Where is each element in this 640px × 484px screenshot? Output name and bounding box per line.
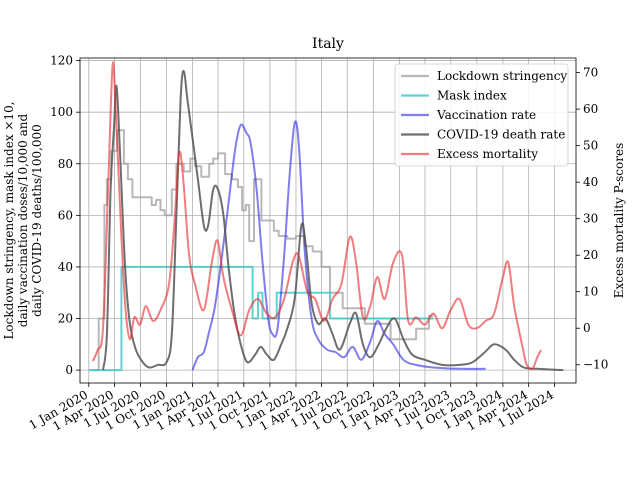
y-tick-label-right: 40 <box>583 175 598 189</box>
y-axis-label-right: Excess mortality P-scores <box>612 143 626 298</box>
y-tick-label-right: 70 <box>583 66 598 80</box>
series-line-covid-19-death-rate <box>102 69 564 372</box>
legend-box <box>394 63 569 167</box>
y-tick-label-right: −10 <box>583 358 608 372</box>
y-tick-label-right: 60 <box>583 102 598 116</box>
chart-title: Italy <box>312 36 344 52</box>
y-tick-label-left: 40 <box>58 260 73 274</box>
y-axis-label-left-line: Lockdown stringency, mask index ×10, <box>2 101 16 339</box>
y-tick-label-left: 20 <box>58 312 73 326</box>
y-tick-label-right: 30 <box>583 212 598 226</box>
y-tick-label-left: 0 <box>65 363 73 377</box>
legend-label: Lockdown stringency <box>437 69 567 83</box>
legend-label: Mask index <box>437 89 507 103</box>
legend-label: COVID-19 death rate <box>437 128 565 142</box>
y-tick-label-right: 50 <box>583 139 598 153</box>
y-axis-left: 0 20 40 60 80 100 120 <box>50 54 80 377</box>
y-tick-label-right: 0 <box>583 321 591 335</box>
y-axis-label-left-line: daily vaccination doses/10,000 and <box>16 114 30 328</box>
series-line-excess-mortality <box>91 61 543 370</box>
series-group <box>88 61 564 372</box>
y-axis-label-left-line: daily COVID-19 deaths/100,000 <box>30 124 44 317</box>
series-line-lockdown-stringency <box>94 129 434 372</box>
y-tick-label-left: 100 <box>50 105 73 119</box>
legend-label: Excess mortality <box>437 147 538 161</box>
y-tick-label-right: 20 <box>583 248 598 262</box>
y-axis-label-left: Lockdown stringency, mask index ×10, dail… <box>2 101 44 339</box>
y-tick-label-left: 60 <box>58 208 73 222</box>
y-tick-label-left: 120 <box>50 54 73 68</box>
plot-frame <box>79 57 577 384</box>
series-line-mask-index <box>88 265 434 372</box>
y-tick-label-left: 80 <box>58 157 73 171</box>
legend-label: Vaccination rate <box>436 108 536 122</box>
legend: Lockdown stringency Mask index Vaccination… <box>394 63 569 167</box>
y-tick-label-right: 10 <box>583 285 598 299</box>
y-axis-right: −10 0 10 20 30 40 50 60 70 <box>576 66 608 372</box>
